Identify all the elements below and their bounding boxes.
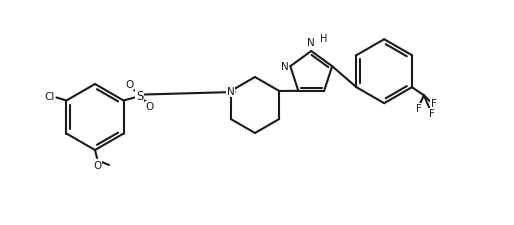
Text: H: H — [320, 34, 327, 44]
Text: O: O — [93, 160, 101, 170]
Text: Cl: Cl — [44, 92, 54, 102]
Text: O: O — [125, 80, 134, 90]
Text: F: F — [429, 109, 435, 119]
Text: F: F — [431, 99, 437, 109]
Text: N: N — [227, 87, 234, 97]
Text: O: O — [145, 102, 154, 112]
Text: S: S — [136, 90, 143, 103]
Text: N: N — [281, 62, 288, 72]
Text: F: F — [416, 104, 422, 114]
Text: N: N — [307, 38, 315, 48]
